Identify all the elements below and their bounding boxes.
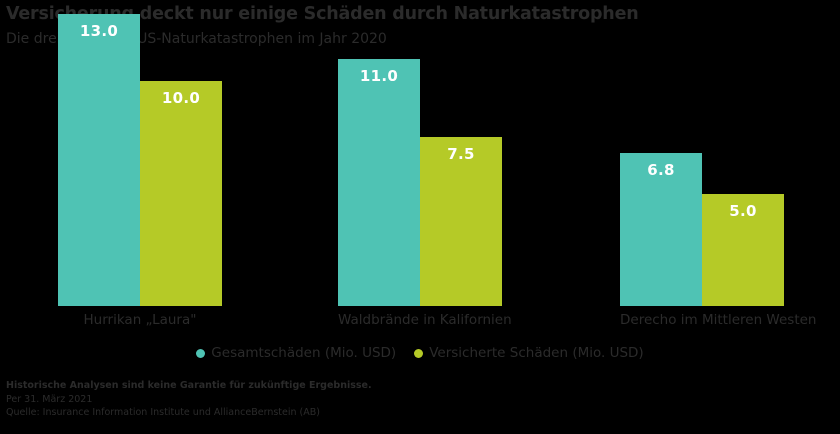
chart-legend: Gesamtschäden (Mio. USD) Versicherte Sch… (0, 345, 840, 361)
plot-area: 13.0 10.0 11.0 7.5 6.8 5.0 (58, 0, 784, 306)
bar-group-waldbraende-kalifornien: 11.0 7.5 (338, 0, 502, 306)
bar-insured-waldbraende-kalifornien[interactable]: 7.5 (420, 137, 502, 306)
footnote-source: Quelle: Insurance Information Institute … (6, 407, 320, 418)
bar-value-label: 6.8 (647, 161, 675, 179)
legend-label: Gesamtschäden (Mio. USD) (211, 345, 397, 361)
footnote-disclaimer: Historische Analysen sind keine Garantie… (6, 380, 372, 391)
footnotes: Historische Analysen sind keine Garantie… (6, 379, 706, 420)
bar-value-label: 5.0 (729, 201, 757, 220)
category-label-hurrikan-laura: Hurrikan „Laura" (83, 312, 197, 328)
bar-group-derecho-mittlerer-westen: 6.8 5.0 (620, 0, 784, 306)
category-label-derecho-mittlerer-westen: Derecho im Mittleren Westen (620, 312, 817, 328)
legend-dot-icon (196, 348, 206, 358)
chart-title: Versicherung deckt nur einige Schäden du… (6, 4, 639, 24)
bar-value-label: 7.5 (447, 145, 475, 164)
legend-label: Versicherte Schäden (Mio. USD) (429, 345, 644, 361)
bar-total-derecho-mittlerer-westen[interactable]: 6.8 (620, 153, 702, 306)
category-axis: Hurrikan „Laura" Waldbrände in Kaliforni… (0, 312, 840, 334)
bar-group-hurrikan-laura: 13.0 10.0 (58, 0, 222, 306)
legend-item-versicherte-schaeden[interactable]: Versicherte Schäden (Mio. USD) (414, 345, 644, 361)
bar-insured-hurrikan-laura[interactable]: 10.0 (140, 81, 222, 306)
bar-insured-derecho-mittlerer-westen[interactable]: 5.0 (702, 193, 784, 306)
footnote-date: Per 31. März 2021 (6, 393, 93, 405)
bar-value-label: 13.0 (79, 21, 119, 40)
bar-value-label: 10.0 (161, 89, 201, 107)
legend-dot-icon (414, 348, 424, 358)
category-label-waldbraende-kalifornien: Waldbrände in Kalifornien (338, 312, 512, 328)
bar-total-hurrikan-laura[interactable]: 13.0 (58, 13, 140, 306)
legend-item-gesamtschaeden[interactable]: Gesamtschäden (Mio. USD) (196, 345, 396, 361)
bar-total-waldbraende-kalifornien[interactable]: 11.0 (338, 58, 420, 306)
bar-value-label: 11.0 (359, 66, 399, 85)
